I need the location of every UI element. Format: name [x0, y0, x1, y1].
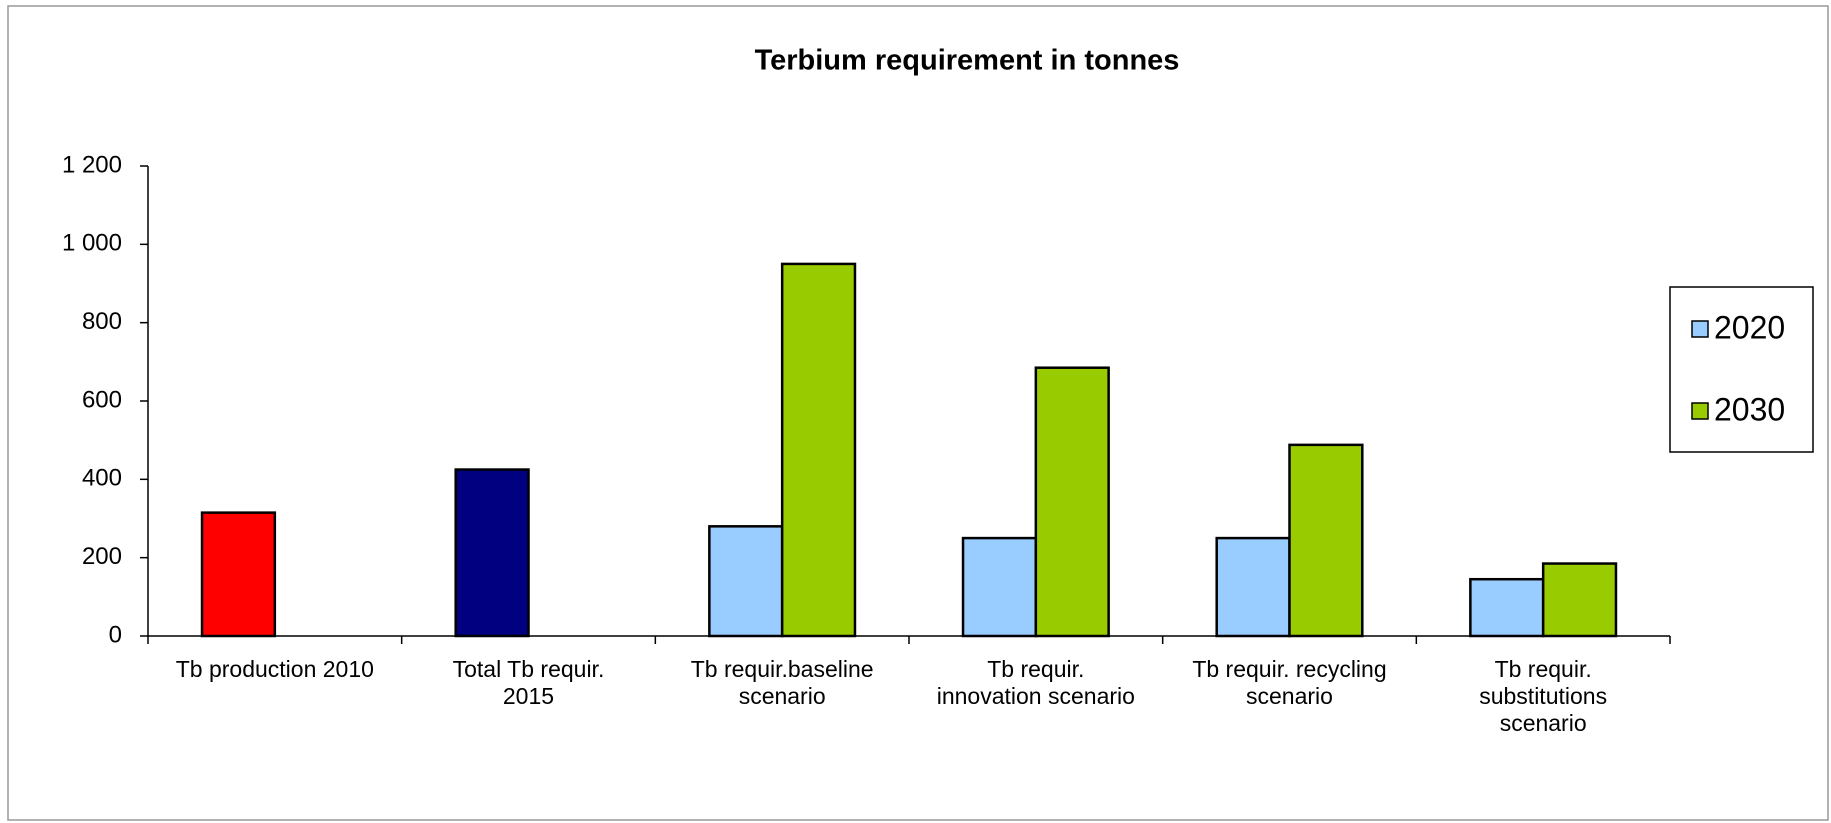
bar [708, 525, 784, 638]
y-tick-label: 0 [109, 621, 122, 648]
x-tick-label: Tb requir.baseline scenario [690, 656, 874, 709]
legend-label: 2020 [1714, 309, 1785, 345]
x-tick-label: Tb requir. recycling scenario [1192, 656, 1387, 709]
y-tick-label: 200 [82, 543, 122, 570]
legend-label: 2030 [1714, 391, 1785, 427]
bar [1034, 366, 1110, 638]
x-tick-label: Tb requir. innovation scenario [936, 656, 1135, 709]
x-tick-label: Tb requir. substitutions scenario [1479, 656, 1608, 736]
y-tick-label: 400 [82, 465, 122, 492]
bar [1288, 443, 1364, 638]
chart-border [7, 5, 1829, 821]
y-tick-label: 1 000 [62, 230, 122, 257]
bar [780, 262, 857, 638]
legend-box [1669, 286, 1814, 453]
legend-swatch [1691, 402, 1709, 420]
y-tick-label: 1 200 [62, 151, 122, 178]
bar [1469, 577, 1545, 638]
x-tick-label: Tb production 2010 [175, 656, 374, 682]
bar [961, 536, 1038, 638]
bar [1215, 536, 1291, 638]
bar [1541, 562, 1618, 638]
x-tick-label: Total Tb requir. 2015 [452, 656, 605, 709]
legend-swatch [1691, 320, 1709, 338]
chart-title: Terbium requirement in tonnes [755, 45, 1180, 77]
y-tick-label: 600 [82, 386, 122, 413]
bar [454, 468, 530, 638]
y-tick-label: 800 [82, 308, 122, 335]
bar [200, 511, 277, 638]
